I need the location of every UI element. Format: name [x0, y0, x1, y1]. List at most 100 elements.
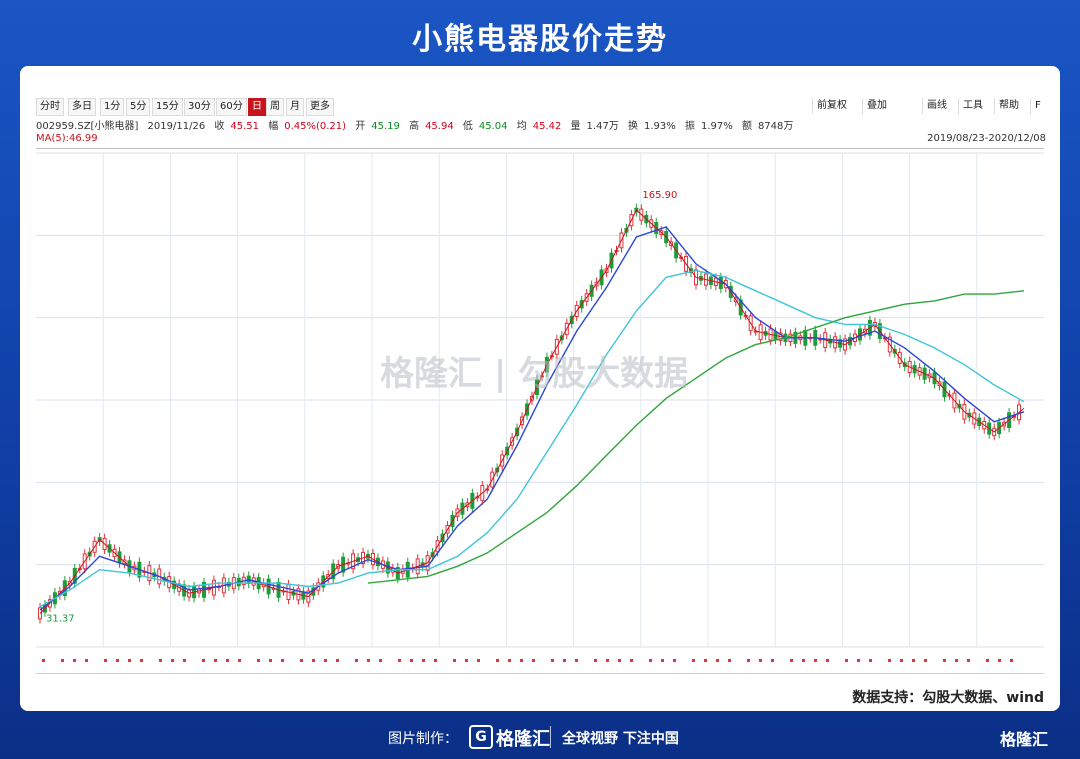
signal-marker — [477, 659, 480, 662]
page-title: 小熊电器股价走势 — [412, 22, 668, 57]
signal-marker — [171, 659, 174, 662]
signal-marker — [802, 659, 805, 662]
change-label: 幅 — [268, 121, 279, 132]
signal-marker — [532, 659, 535, 662]
signal-marker — [747, 659, 750, 662]
high-value: 45.94 — [425, 121, 454, 132]
footer-logo-text: 格隆汇 — [496, 729, 550, 750]
signal-marker — [551, 659, 554, 662]
signal-marker — [575, 659, 578, 662]
series-line-MA60 — [367, 290, 1025, 584]
signal-marker — [238, 659, 241, 662]
tools-button[interactable]: 工具 — [958, 98, 983, 114]
signal-marker — [790, 659, 793, 662]
adjust-button[interactable]: 前复权 — [812, 98, 847, 114]
annotation-max: 165.90 — [642, 190, 677, 201]
signal-marker — [202, 659, 205, 662]
stock-code: 002959.SZ[小熊电器] — [36, 121, 139, 132]
period-tab-day[interactable]: 日 — [248, 98, 266, 116]
watermark: 格隆汇 | 勾股大数据 — [380, 354, 689, 394]
turnover-value: 1.93% — [644, 121, 676, 132]
signal-marker — [563, 659, 566, 662]
chart-card: 分时 多日 1分 5分 15分 30分 60分 日 周 月 更多 前复权 叠加 … — [20, 66, 1060, 711]
draw-line-button[interactable]: 画线 — [922, 98, 947, 114]
period-tab-30min[interactable]: 30分 — [184, 98, 215, 116]
signal-marker — [508, 659, 511, 662]
signal-marker — [183, 659, 186, 662]
series-line-MA(5) — [39, 209, 1025, 614]
period-tab-1min[interactable]: 1分 — [100, 98, 125, 116]
avg-label: 均 — [516, 121, 527, 132]
signal-marker — [496, 659, 499, 662]
footer: 图片制作： G 格隆汇 全球视野 下注中国 格隆汇 — [0, 722, 1080, 752]
signal-marker — [159, 659, 162, 662]
vol-label: 量 — [570, 121, 581, 132]
signal-marker — [845, 659, 848, 662]
signal-marker — [912, 659, 915, 662]
made-by-label: 图片制作： — [388, 731, 458, 747]
series-line-MA10 — [39, 226, 1025, 611]
signal-marker — [312, 659, 315, 662]
signal-marker — [226, 659, 229, 662]
period-tab-fenshi[interactable]: 分时 — [36, 98, 64, 116]
signal-marker — [704, 659, 707, 662]
annotation-min: 31.37 — [46, 613, 75, 624]
signal-marker — [826, 659, 829, 662]
avg-value: 45.42 — [532, 121, 562, 132]
signal-marker — [61, 659, 64, 662]
period-tab-60min[interactable]: 60分 — [216, 98, 247, 116]
amp-value: 1.97% — [700, 121, 733, 132]
signal-marker — [85, 659, 88, 662]
signal-marker — [618, 659, 621, 662]
period-tab-5min[interactable]: 5分 — [126, 98, 151, 116]
price-chart-svg: 165.90 31.37 — [36, 152, 1044, 662]
signal-marker — [998, 659, 1001, 662]
amount-label: 额 — [741, 121, 752, 132]
signal-marker — [869, 659, 872, 662]
f-button[interactable]: F — [1030, 98, 1041, 114]
signal-marker — [924, 659, 927, 662]
period-tab-15min[interactable]: 15分 — [152, 98, 183, 116]
signal-marker — [398, 659, 401, 662]
low-value: 45.04 — [478, 121, 508, 132]
signal-marker — [422, 659, 425, 662]
signal-marker — [324, 659, 327, 662]
signal-marker — [692, 659, 695, 662]
change-value: 0.45%(0.21) — [284, 121, 347, 132]
low-label: 低 — [462, 121, 473, 132]
footer-slogan: 全球视野 下注中国 — [562, 731, 679, 747]
signal-marker — [257, 659, 260, 662]
overlay-button[interactable]: 叠加 — [862, 98, 887, 114]
signal-marker — [355, 659, 358, 662]
signal-marker — [520, 659, 523, 662]
signal-marker — [716, 659, 719, 662]
signal-marker — [606, 659, 609, 662]
signal-marker — [336, 659, 339, 662]
signal-marker — [42, 659, 45, 662]
chart-area[interactable]: 165.90 31.37 — [36, 148, 1044, 674]
open-label: 开 — [355, 121, 366, 132]
corner-logo: 格隆汇 — [1000, 730, 1049, 749]
signal-marker — [900, 659, 903, 662]
signal-marker — [140, 659, 143, 662]
vol-value: 1.47万 — [586, 121, 619, 132]
period-tab-week[interactable]: 周 — [266, 98, 284, 116]
period-tab-multiday[interactable]: 多日 — [68, 98, 96, 116]
signal-marker — [104, 659, 107, 662]
signal-marker — [281, 659, 284, 662]
signal-marker — [661, 659, 664, 662]
signal-marker — [673, 659, 676, 662]
gelonghui-logo-icon: G — [469, 725, 493, 749]
signal-marker — [116, 659, 119, 662]
period-tab-more[interactable]: 更多 — [306, 98, 334, 116]
signal-marker — [814, 659, 817, 662]
signal-marker — [73, 659, 76, 662]
period-tab-month[interactable]: 月 — [286, 98, 304, 116]
signal-marker — [857, 659, 860, 662]
help-button[interactable]: 帮助 — [994, 98, 1019, 114]
high-label: 高 — [409, 121, 420, 132]
signal-marker — [465, 659, 468, 662]
signal-marker — [214, 659, 217, 662]
data-source: 数据支持：勾股大数据、wind — [852, 690, 1044, 706]
signal-marker — [986, 659, 989, 662]
